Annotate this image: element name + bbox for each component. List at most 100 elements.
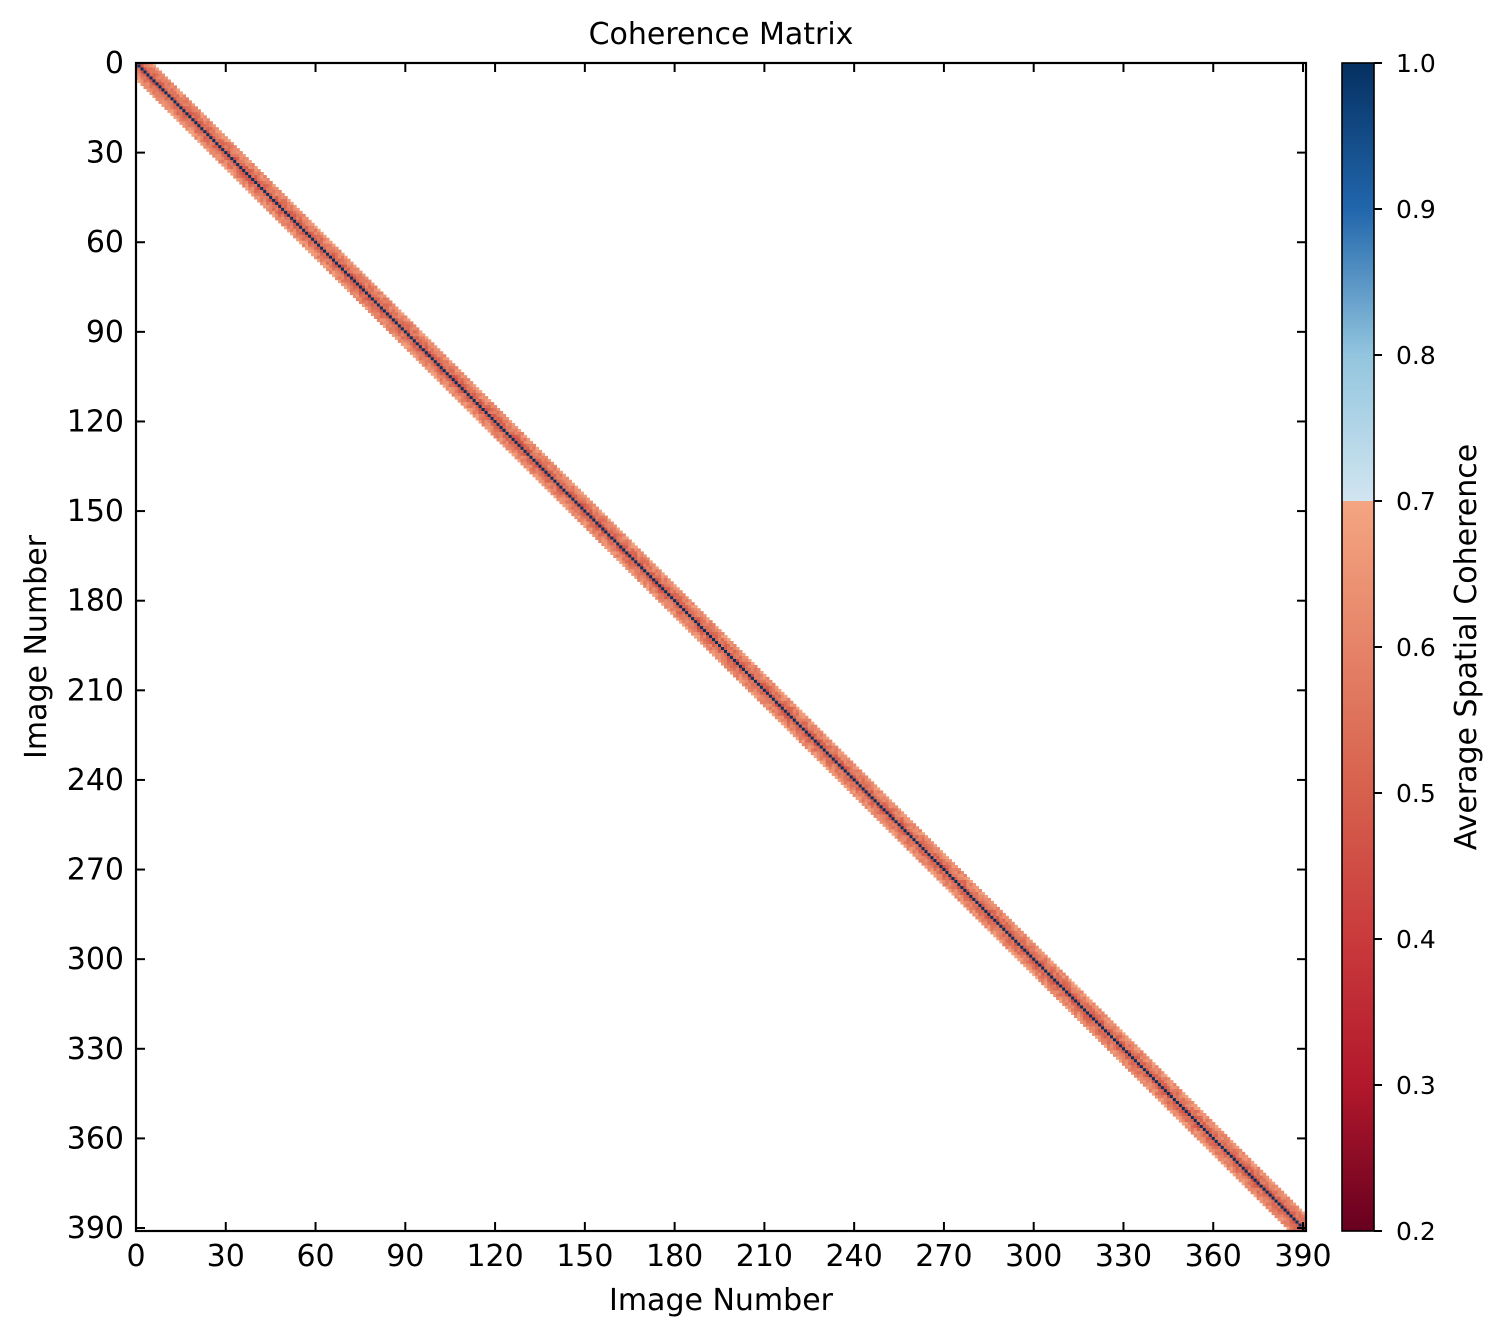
colorbar-tick-label: 0.5 [1396,779,1436,808]
band-cell [248,166,252,170]
band-cell [1050,972,1054,977]
band-cell [355,273,360,278]
colorbar [1342,63,1374,1231]
band-cell [260,201,264,206]
band-cell [670,605,674,609]
band-cell [553,464,558,469]
band-cell [508,419,513,424]
band-cell [1241,1151,1246,1156]
band-cell [245,175,249,179]
band-cell [556,488,561,493]
band-cell [337,249,342,254]
band-cell [768,679,773,684]
band-cell [305,222,309,227]
band-cell [343,264,348,269]
band-cell [176,100,180,104]
band-cell [364,294,369,299]
band-cell [1268,1202,1273,1207]
band-cell [765,697,770,702]
diagonal-cell [1065,990,1069,995]
band-cell [604,536,608,541]
band-cell [885,823,890,827]
band-cell [1289,1202,1294,1207]
band-cell [1238,1172,1243,1177]
band-cell [343,255,348,260]
band-cell [1175,1113,1180,1117]
band-cell [236,178,240,182]
band-cell [511,434,516,439]
band-cell [622,551,626,555]
band-cell [409,324,414,328]
band-cell [1038,972,1042,977]
band-cell [562,482,566,487]
band-cell [1047,963,1051,968]
band-cell [1133,1056,1138,1060]
band-cell [224,154,228,158]
band-cell [212,154,216,158]
band-cell [433,369,438,373]
band-cell [358,294,363,299]
band-cell [1121,1062,1126,1066]
band-cell [514,443,519,448]
band-cell [1172,1107,1177,1111]
band-cell [376,315,381,320]
diagonal-cell [1130,1056,1135,1060]
diagonal-cell [1193,1118,1198,1123]
band-cell [747,679,752,684]
band-cell [843,754,848,759]
band-cell [583,512,587,517]
band-cell [532,467,537,472]
band-cell [302,213,306,218]
band-cell [670,581,674,585]
band-cell [628,542,632,547]
band-cell [798,718,803,723]
band-cell [1032,972,1036,977]
band-cell [640,560,644,564]
band-cell [825,742,830,747]
band-cell [1115,1044,1120,1048]
band-cell [1041,960,1045,965]
band-cell [1193,1104,1198,1108]
band-cell [1112,1026,1117,1030]
band-cell [580,521,584,526]
band-cell [1056,966,1060,971]
band-cell [203,136,207,140]
band-cell [568,509,572,514]
band-cell [837,760,842,765]
band-cell [1050,978,1054,983]
y-tick-label: 60 [86,225,124,260]
band-cell [251,163,255,167]
band-cell [1029,945,1033,950]
band-cell [1005,915,1009,920]
band-cell [1154,1086,1159,1090]
band-cell [445,387,450,391]
band-cell [1187,1098,1192,1102]
band-cell [718,635,722,639]
band-cell [233,157,237,161]
band-cell [807,721,812,726]
band-cell [233,163,237,167]
band-cell [861,799,866,803]
band-cell [939,877,944,881]
band-cell [930,865,935,869]
band-cell [475,393,480,397]
band-cell [1005,918,1009,923]
band-cell [628,551,632,555]
band-cell [831,745,836,750]
band-cell [1110,1032,1114,1036]
band-cell [876,787,881,791]
band-cell [993,912,997,917]
diagonal-cell [1104,1029,1108,1033]
diagonal-cell [939,865,944,869]
band-cell [721,658,725,663]
band-cell [185,106,189,110]
band-cell [951,874,955,878]
band-cell [1118,1047,1123,1051]
band-cell [1265,1181,1270,1186]
band-cell [999,927,1003,932]
band-cell [1271,1193,1276,1198]
band-cell [352,273,357,278]
band-cell [1283,1217,1288,1222]
band-cell [1098,1020,1102,1024]
diagonal-cell [227,154,231,158]
